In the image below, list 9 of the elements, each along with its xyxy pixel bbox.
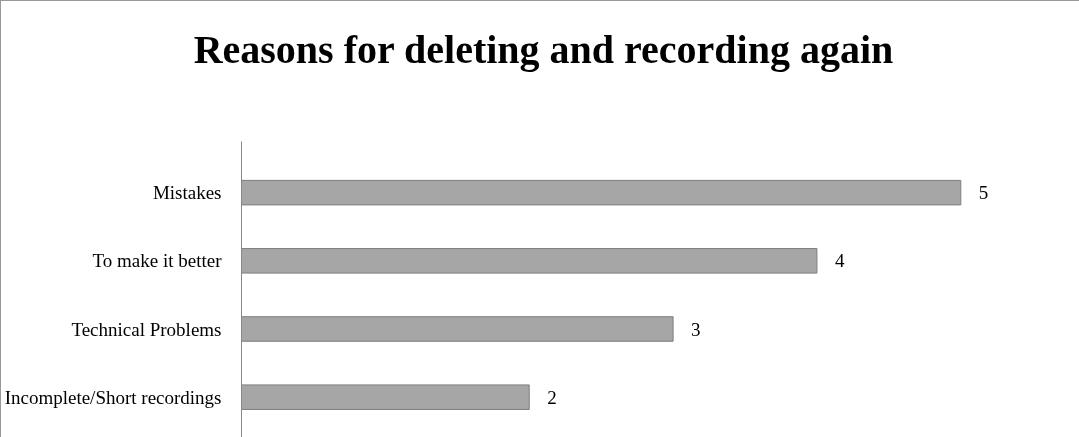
y-tick-label: Technical Problems [71,318,222,340]
data-label: 2 [547,386,557,408]
data-label: 3 [691,318,701,340]
y-tick-label: Incomplete/Short recordings [4,386,222,408]
chart-title: Reasons for deleting and recording again [193,26,894,74]
data-label: 4 [834,250,845,272]
y-tick-label: To make it better [92,250,223,272]
y-tick-label: Mistakes [152,182,222,204]
data-label: 5 [978,182,989,204]
